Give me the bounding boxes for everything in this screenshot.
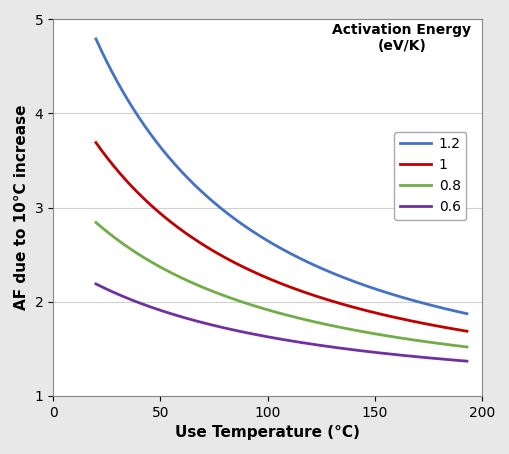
Line: 0.8: 0.8 xyxy=(96,222,467,347)
0.6 xyxy=(464,358,470,364)
1 xyxy=(271,278,277,284)
1.2 xyxy=(294,254,300,259)
0.8 xyxy=(269,308,275,314)
1.2 xyxy=(269,241,275,246)
Line: 1.2: 1.2 xyxy=(96,39,467,314)
1 xyxy=(455,327,461,332)
1 xyxy=(294,287,300,292)
1.2 xyxy=(455,309,461,315)
1 xyxy=(93,140,99,145)
0.6 xyxy=(271,336,277,341)
0.6 xyxy=(397,352,403,358)
0.8 xyxy=(93,220,99,225)
1.2 xyxy=(397,294,403,299)
0.8 xyxy=(271,309,277,315)
1.2 xyxy=(93,36,99,42)
1 xyxy=(269,277,275,283)
0.8 xyxy=(397,335,403,340)
1 xyxy=(397,316,403,321)
0.6 xyxy=(455,358,461,363)
0.8 xyxy=(455,343,461,349)
0.8 xyxy=(314,320,320,325)
Y-axis label: AF due to 10°C increase: AF due to 10°C increase xyxy=(14,105,29,311)
Line: 0.6: 0.6 xyxy=(96,284,467,361)
1.2 xyxy=(464,311,470,316)
1 xyxy=(464,329,470,334)
1.2 xyxy=(271,242,277,247)
0.6 xyxy=(294,339,300,345)
0.8 xyxy=(294,315,300,321)
X-axis label: Use Temperature (°C): Use Temperature (°C) xyxy=(175,425,360,440)
0.8 xyxy=(464,344,470,350)
1 xyxy=(314,294,320,299)
0.6 xyxy=(93,281,99,286)
0.6 xyxy=(269,335,275,340)
Text: Activation Energy
(eV/K): Activation Energy (eV/K) xyxy=(332,23,471,54)
Line: 1: 1 xyxy=(96,143,467,331)
Legend: 1.2, 1, 0.8, 0.6: 1.2, 1, 0.8, 0.6 xyxy=(394,132,466,220)
1.2 xyxy=(314,264,320,269)
0.6 xyxy=(314,342,320,348)
